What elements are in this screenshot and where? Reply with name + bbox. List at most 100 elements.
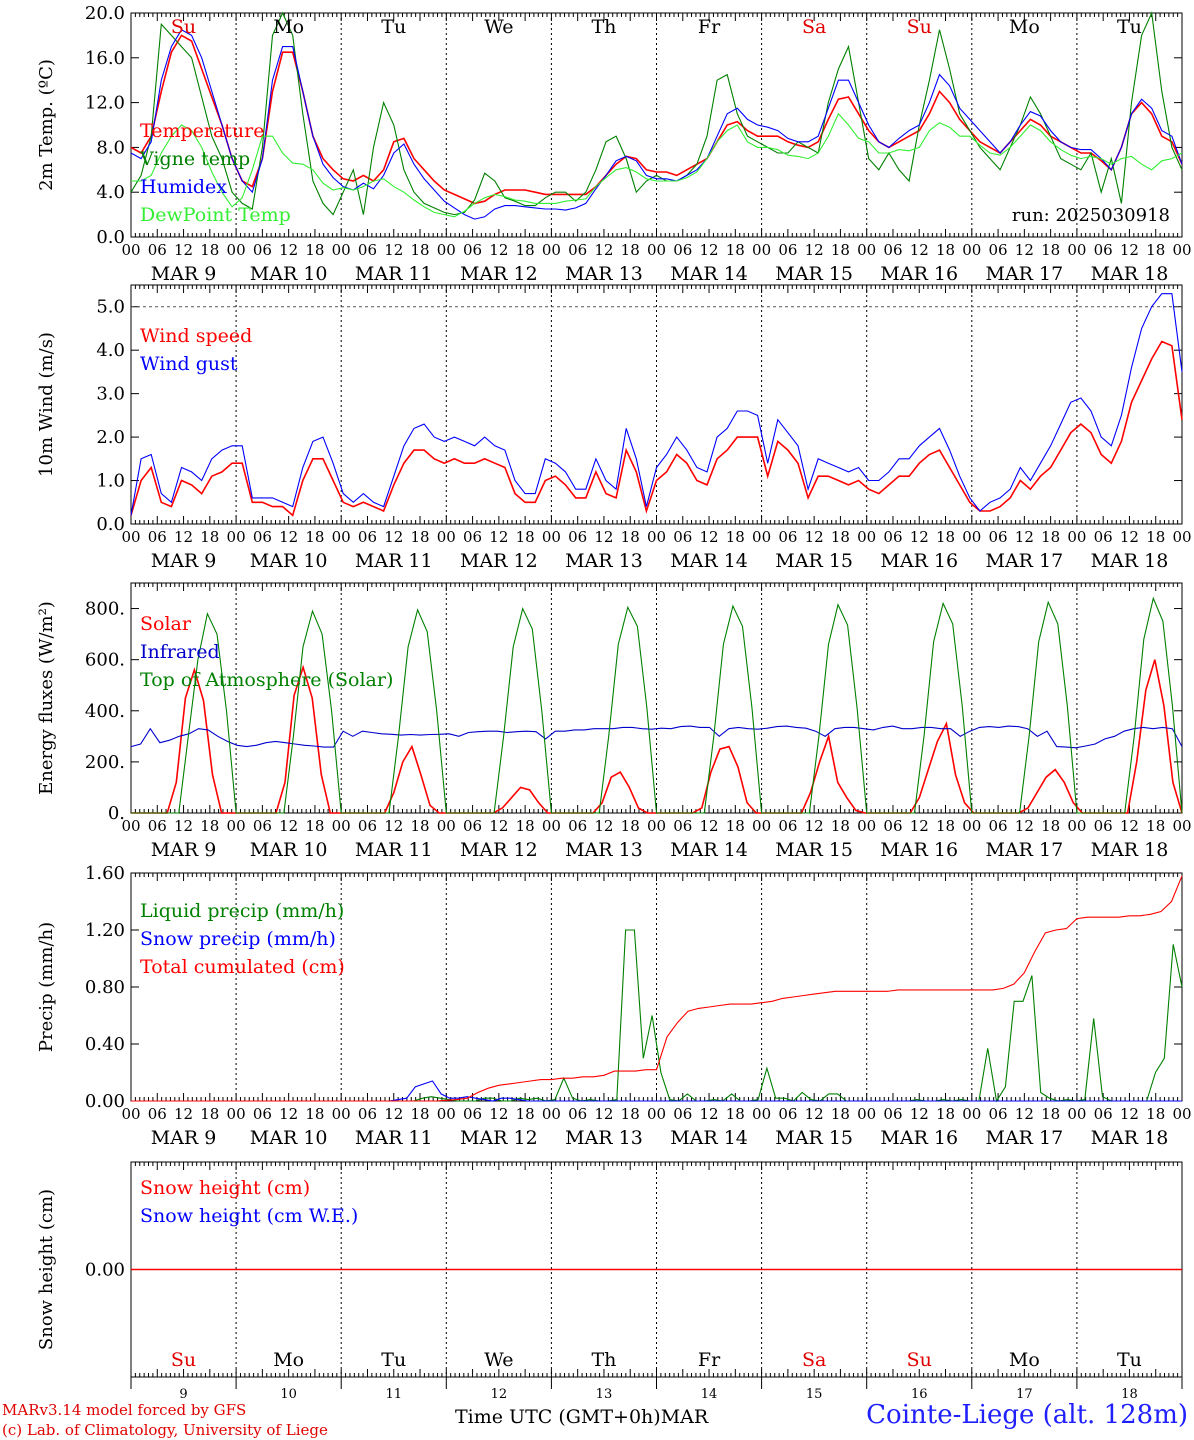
y-tick-label: 5.0: [96, 297, 125, 318]
y-tick-label: 1.20: [85, 920, 125, 941]
hour-tick-label: 00: [1067, 241, 1086, 259]
hour-tick-label: 06: [883, 241, 902, 259]
y-tick-label: 12.0: [85, 93, 125, 114]
date-label: MAR 9: [151, 839, 217, 861]
hour-tick-label: 06: [883, 528, 902, 546]
hour-tick-label: 06: [1094, 1105, 1113, 1123]
hour-tick-label: 12: [174, 241, 193, 259]
weekday-label: Tu: [381, 16, 406, 38]
hour-tick-label: 12: [1120, 241, 1139, 259]
y-tick-label: 0.40: [85, 1034, 125, 1055]
weekday-label: Th: [591, 1349, 616, 1371]
hour-tick-label: 06: [148, 241, 167, 259]
lab-credit: (c) Lab. of Climatology, University of L…: [2, 1421, 328, 1439]
weekday-label: Th: [591, 16, 616, 38]
hour-tick-label: 18: [1041, 1105, 1060, 1123]
date-number-label: 16: [911, 1387, 928, 1402]
date-label: MAR 9: [151, 1127, 217, 1149]
hour-tick-label: 00: [1067, 817, 1086, 835]
hour-tick-label: 06: [989, 817, 1008, 835]
series-line-humidex: [130, 29, 1183, 220]
hour-tick-label: 18: [410, 241, 429, 259]
hour-tick-label: 00: [857, 241, 876, 259]
y-tick-label: 0.00: [85, 1091, 125, 1112]
hour-tick-label: 12: [594, 528, 613, 546]
hour-tick-label: 06: [673, 241, 692, 259]
hour-tick-label: 00: [752, 241, 771, 259]
date-number-label: 12: [491, 1387, 508, 1402]
date-number-label: 14: [701, 1387, 718, 1402]
hour-tick-label: 12: [279, 241, 298, 259]
hour-tick-label: 00: [542, 241, 561, 259]
y-tick-label: 400.: [85, 701, 125, 722]
date-label: MAR 9: [151, 263, 217, 285]
date-label: MAR 18: [1091, 839, 1169, 861]
hour-tick-label: 00: [437, 528, 456, 546]
date-label: MAR 11: [355, 263, 433, 285]
hour-tick-label: 18: [621, 1105, 640, 1123]
hour-tick-label: 06: [463, 1105, 482, 1123]
hour-tick-label: 06: [358, 817, 377, 835]
hour-tick-label: 00: [1067, 1105, 1086, 1123]
hour-tick-label: 12: [1120, 528, 1139, 546]
hour-tick-label: 18: [726, 528, 745, 546]
hour-tick-label: 12: [1015, 528, 1034, 546]
weekday-label: Mo: [1009, 1349, 1040, 1371]
legend-entry: Snow precip (mm/h): [140, 928, 336, 950]
date-label: MAR 10: [250, 839, 328, 861]
hour-tick-label: 06: [989, 241, 1008, 259]
hour-tick-label: 06: [253, 528, 272, 546]
hour-tick-label: 06: [358, 528, 377, 546]
hour-tick-label: 00: [752, 1105, 771, 1123]
hour-tick-label: 18: [831, 1105, 850, 1123]
hour-tick-label: 00: [542, 1105, 561, 1123]
hour-tick-label: 00: [1172, 1105, 1191, 1123]
hour-tick-label: 18: [831, 528, 850, 546]
y-tick-label: 600.: [85, 650, 125, 671]
hour-tick-label: 12: [384, 528, 403, 546]
hour-tick-label: 12: [910, 528, 929, 546]
hour-tick-label: 00: [962, 1105, 981, 1123]
hour-tick-label: 12: [1015, 817, 1034, 835]
hour-tick-label: 00: [857, 1105, 876, 1123]
date-label: MAR 11: [355, 839, 433, 861]
hour-tick-label: 12: [489, 817, 508, 835]
legend-entry: Solar: [140, 613, 192, 635]
hour-tick-label: 18: [1146, 817, 1165, 835]
hour-tick-label: 00: [227, 528, 246, 546]
y-tick-label: 8.0: [96, 137, 125, 158]
date-label: MAR 14: [670, 839, 748, 861]
hour-tick-label: 18: [410, 1105, 429, 1123]
y-tick-label: 16.0: [85, 48, 125, 69]
hour-tick-label: 06: [463, 817, 482, 835]
date-label: MAR 15: [775, 839, 853, 861]
date-label: MAR 13: [565, 839, 643, 861]
hour-tick-label: 00: [542, 528, 561, 546]
legend-entry: Liquid precip (mm/h): [140, 900, 344, 922]
hour-tick-label: 12: [1120, 817, 1139, 835]
hour-tick-label: 18: [200, 817, 219, 835]
hour-tick-label: 00: [542, 817, 561, 835]
date-label: MAR 16: [880, 1127, 958, 1149]
date-number-label: 13: [596, 1387, 613, 1402]
date-label: MAR 17: [985, 839, 1063, 861]
hour-tick-label: 18: [516, 817, 535, 835]
run-annotation: run: 2025030918: [1012, 205, 1170, 226]
y-axis-label: Energy fluxes (W/m²): [36, 601, 57, 795]
hour-tick-label: 00: [1172, 528, 1191, 546]
hour-tick-label: 18: [726, 1105, 745, 1123]
y-axis-label: 2m Temp. (ºC): [36, 59, 57, 191]
chart-panel-1: 0.0 4.0 8.0 12.0 16.0 20.0 2m Temp. (ºC) Temper…: [36, 3, 1192, 285]
hour-tick-label: 18: [936, 241, 955, 259]
date-label: MAR 14: [670, 1127, 748, 1149]
legend-entry: Top of Atmosphere (Solar): [140, 669, 393, 691]
series-line-top-of-atmosphere-solar-: [131, 596, 1183, 814]
legend-entry: Total cumulated (cm): [140, 956, 345, 978]
hour-tick-label: 00: [752, 528, 771, 546]
hour-tick-label: 00: [227, 817, 246, 835]
legend-entry: Vigne temp: [139, 148, 250, 170]
hour-tick-label: 12: [279, 528, 298, 546]
hour-tick-label: 00: [1067, 528, 1086, 546]
weekday-label: Su: [907, 16, 932, 38]
